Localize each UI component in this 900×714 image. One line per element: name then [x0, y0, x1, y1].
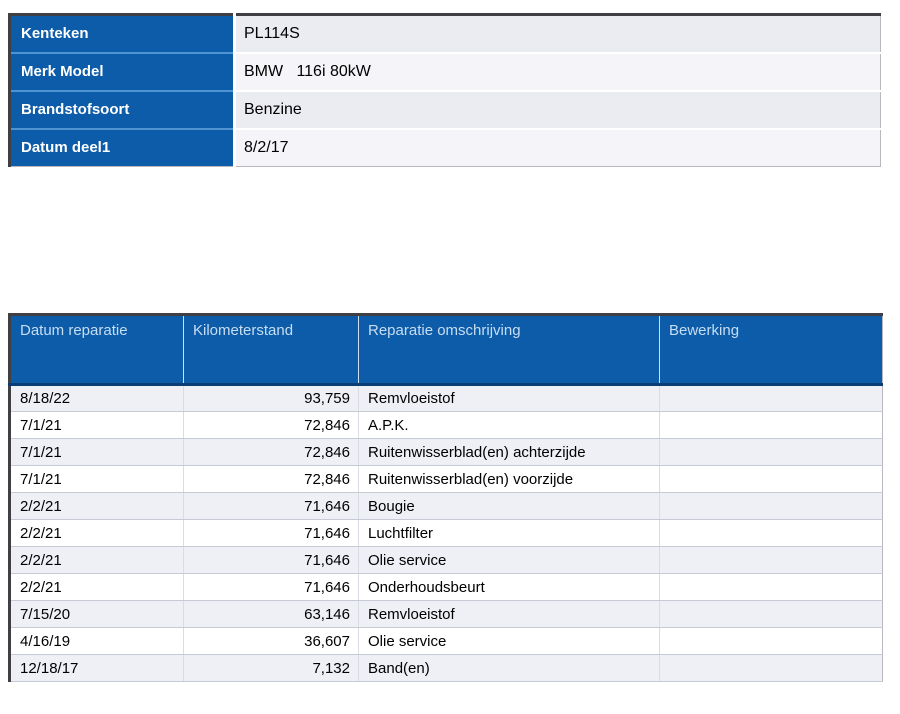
bewerking-cell — [659, 546, 883, 574]
repair-table-row: 7/1/21 72,846 A.P.K. — [9, 411, 883, 439]
datum-reparatie-cell: 7/1/21 — [9, 438, 184, 466]
kilometerstand-cell: 36,607 — [183, 627, 359, 655]
bewerking-cell — [659, 465, 883, 493]
kilometerstand-cell: 71,646 — [183, 519, 359, 547]
field-value: 8/2/17 — [233, 128, 881, 167]
datum-reparatie-cell: 7/15/20 — [9, 600, 184, 628]
repair-table-row: 7/1/21 72,846 Ruitenwisserblad(en) achte… — [9, 438, 883, 466]
kilometerstand-cell: 72,846 — [183, 465, 359, 493]
vehicle-info-row: Merk Model BMW 116i 80kW — [9, 52, 881, 92]
kilometerstand-cell: 63,146 — [183, 600, 359, 628]
kilometerstand-cell: 71,646 — [183, 546, 359, 574]
datum-reparatie-cell: 7/1/21 — [9, 411, 184, 439]
bewerking-cell — [659, 492, 883, 520]
reparatie-omschrijving-cell: Bougie — [358, 492, 660, 520]
vehicle-info-table: Kenteken PL114S Merk Model BMW 116i 80kW… — [8, 13, 881, 167]
repair-history-table: Datum reparatie Kilometerstand Reparatie… — [8, 313, 883, 682]
bewerking-cell — [659, 600, 883, 628]
repair-table-row: 7/15/20 63,146 Remvloeistof — [9, 600, 883, 628]
reparatie-omschrijving-cell: Ruitenwisserblad(en) voorzijde — [358, 465, 660, 493]
kilometerstand-cell: 72,846 — [183, 438, 359, 466]
bewerking-cell — [659, 627, 883, 655]
repair-table-row: 2/2/21 71,646 Onderhoudsbeurt — [9, 573, 883, 601]
column-header-kilometerstand: Kilometerstand — [183, 314, 359, 386]
datum-reparatie-cell: 2/2/21 — [9, 492, 184, 520]
datum-reparatie-cell: 8/18/22 — [9, 384, 184, 412]
repair-table-header-row: Datum reparatie Kilometerstand Reparatie… — [9, 314, 883, 386]
bewerking-cell — [659, 411, 883, 439]
kilometerstand-cell: 7,132 — [183, 654, 359, 682]
datum-reparatie-cell: 2/2/21 — [9, 573, 184, 601]
repair-table-row: 2/2/21 71,646 Bougie — [9, 492, 883, 520]
bewerking-cell — [659, 384, 883, 412]
datum-reparatie-cell: 7/1/21 — [9, 465, 184, 493]
reparatie-omschrijving-cell: Onderhoudsbeurt — [358, 573, 660, 601]
datum-reparatie-cell: 2/2/21 — [9, 519, 184, 547]
repair-table-row: 2/2/21 71,646 Olie service — [9, 546, 883, 574]
bewerking-cell — [659, 519, 883, 547]
bewerking-cell — [659, 654, 883, 682]
datum-reparatie-cell: 12/18/17 — [9, 654, 184, 682]
bewerking-cell — [659, 573, 883, 601]
kilometerstand-cell: 71,646 — [183, 492, 359, 520]
field-label: Kenteken — [9, 14, 235, 54]
kilometerstand-cell: 71,646 — [183, 573, 359, 601]
reparatie-omschrijving-cell: Remvloeistof — [358, 384, 660, 412]
reparatie-omschrijving-cell: Remvloeistof — [358, 600, 660, 628]
reparatie-omschrijving-cell: Ruitenwisserblad(en) achterzijde — [358, 438, 660, 466]
field-label: Merk Model — [9, 52, 235, 92]
repair-table-row: 12/18/17 7,132 Band(en) — [9, 654, 883, 682]
reparatie-omschrijving-cell: A.P.K. — [358, 411, 660, 439]
column-header-datum-reparatie: Datum reparatie — [9, 314, 184, 386]
vehicle-info-row: Datum deel1 8/2/17 — [9, 128, 881, 167]
vehicle-info-row: Brandstofsoort Benzine — [9, 90, 881, 130]
column-header-reparatie-omschrijving: Reparatie omschrijving — [358, 314, 660, 386]
field-value: Benzine — [233, 90, 881, 130]
field-value: PL114S — [233, 14, 881, 54]
datum-reparatie-cell: 2/2/21 — [9, 546, 184, 574]
reparatie-omschrijving-cell: Band(en) — [358, 654, 660, 682]
field-value: BMW 116i 80kW — [233, 52, 881, 92]
repair-table-row: 2/2/21 71,646 Luchtfilter — [9, 519, 883, 547]
datum-reparatie-cell: 4/16/19 — [9, 627, 184, 655]
vehicle-info-row: Kenteken PL114S — [9, 14, 881, 54]
column-header-bewerking: Bewerking — [659, 314, 883, 386]
reparatie-omschrijving-cell: Olie service — [358, 627, 660, 655]
repair-table-row: 7/1/21 72,846 Ruitenwisserblad(en) voorz… — [9, 465, 883, 493]
kilometerstand-cell: 72,846 — [183, 411, 359, 439]
kilometerstand-cell: 93,759 — [183, 384, 359, 412]
reparatie-omschrijving-cell: Luchtfilter — [358, 519, 660, 547]
repair-table-row: 8/18/22 93,759 Remvloeistof — [9, 384, 883, 412]
bewerking-cell — [659, 438, 883, 466]
repair-table-row: 4/16/19 36,607 Olie service — [9, 627, 883, 655]
field-label: Brandstofsoort — [9, 90, 235, 130]
field-label: Datum deel1 — [9, 128, 235, 167]
reparatie-omschrijving-cell: Olie service — [358, 546, 660, 574]
